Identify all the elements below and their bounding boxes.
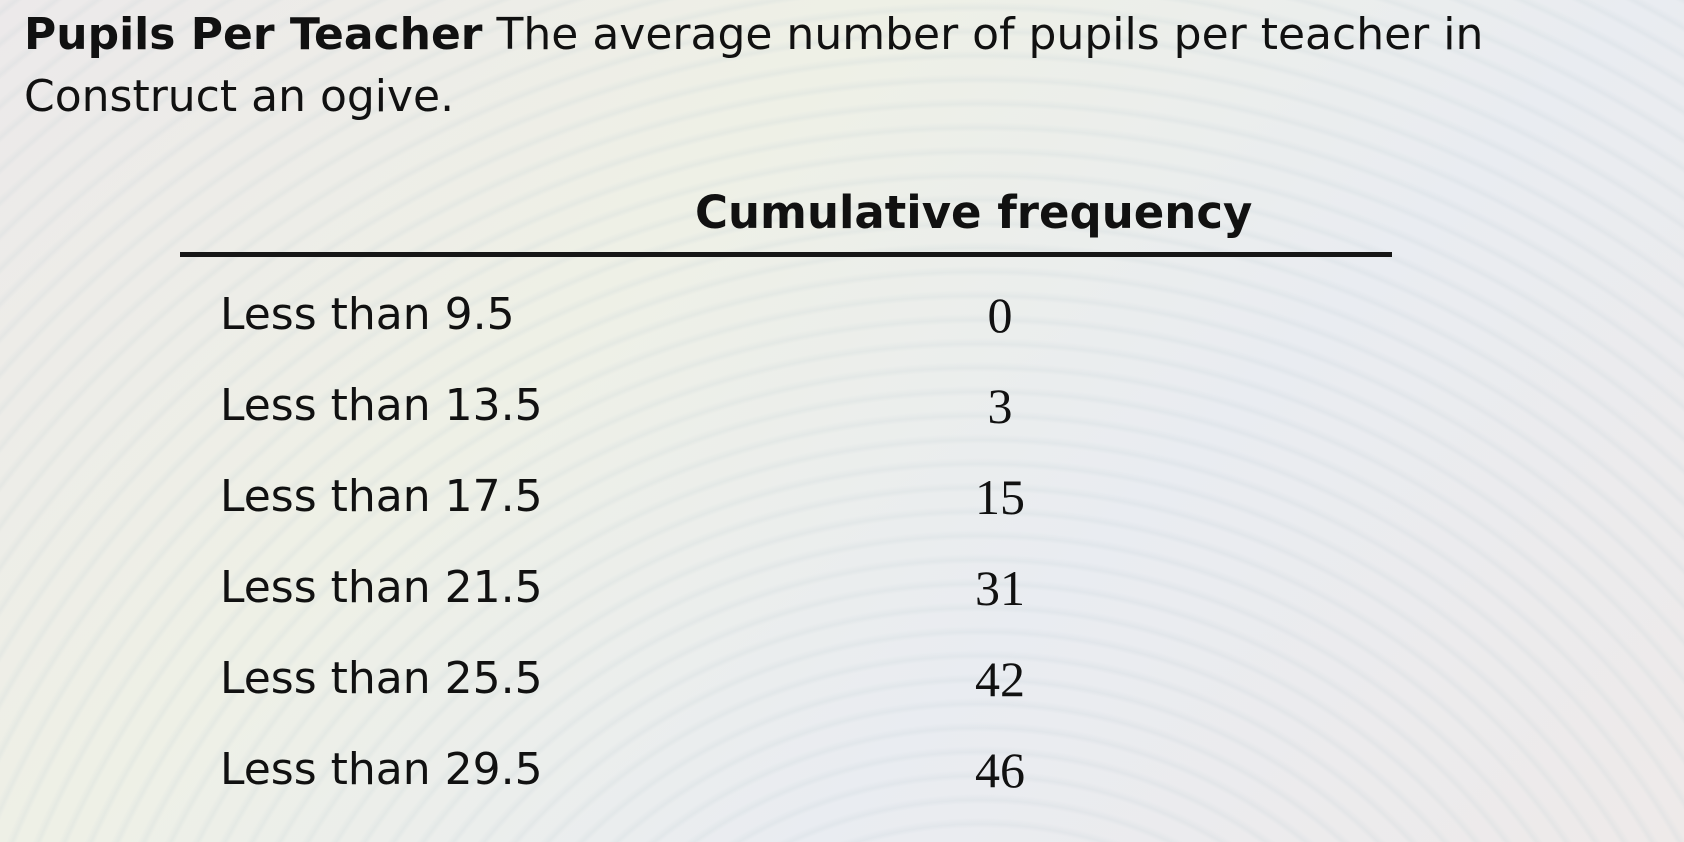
table-row: Less than 25.5 42	[180, 649, 1392, 740]
row-label: Less than 17.5	[220, 471, 543, 522]
column-header: Cumulative frequency	[695, 186, 1253, 239]
table-row: Less than 29.5 46	[180, 740, 1392, 831]
row-value: 15	[975, 469, 1025, 525]
row-label: Less than 29.5	[220, 744, 543, 795]
row-label: Less than 13.5	[220, 380, 543, 431]
table-row: Less than 17.5 15	[180, 467, 1392, 558]
row-value: 46	[975, 742, 1025, 798]
header-rule	[180, 252, 1392, 257]
problem-line-1: Pupils Per Teacher The average number of…	[24, 4, 1684, 66]
problem-statement: Pupils Per Teacher The average number of…	[24, 4, 1684, 128]
table-body: Less than 9.5 0 Less than 13.5 3 Less th…	[180, 285, 1392, 831]
table-row: Less than 9.5 0	[180, 285, 1392, 376]
table-row: Less than 21.5 31	[180, 558, 1392, 649]
row-value: 31	[975, 560, 1025, 616]
problem-text: The average number of pupils per teacher…	[496, 9, 1484, 60]
problem-title: Pupils Per Teacher	[24, 9, 483, 60]
row-label: Less than 9.5	[220, 289, 515, 340]
row-label: Less than 21.5	[220, 562, 543, 613]
row-label: Less than 25.5	[220, 653, 543, 704]
table-row: Less than 13.5 3	[180, 376, 1392, 467]
row-value: 0	[987, 287, 1013, 343]
row-value: 3	[987, 378, 1013, 434]
row-value: 42	[975, 651, 1025, 707]
problem-instruction: Construct an ogive.	[24, 71, 455, 122]
